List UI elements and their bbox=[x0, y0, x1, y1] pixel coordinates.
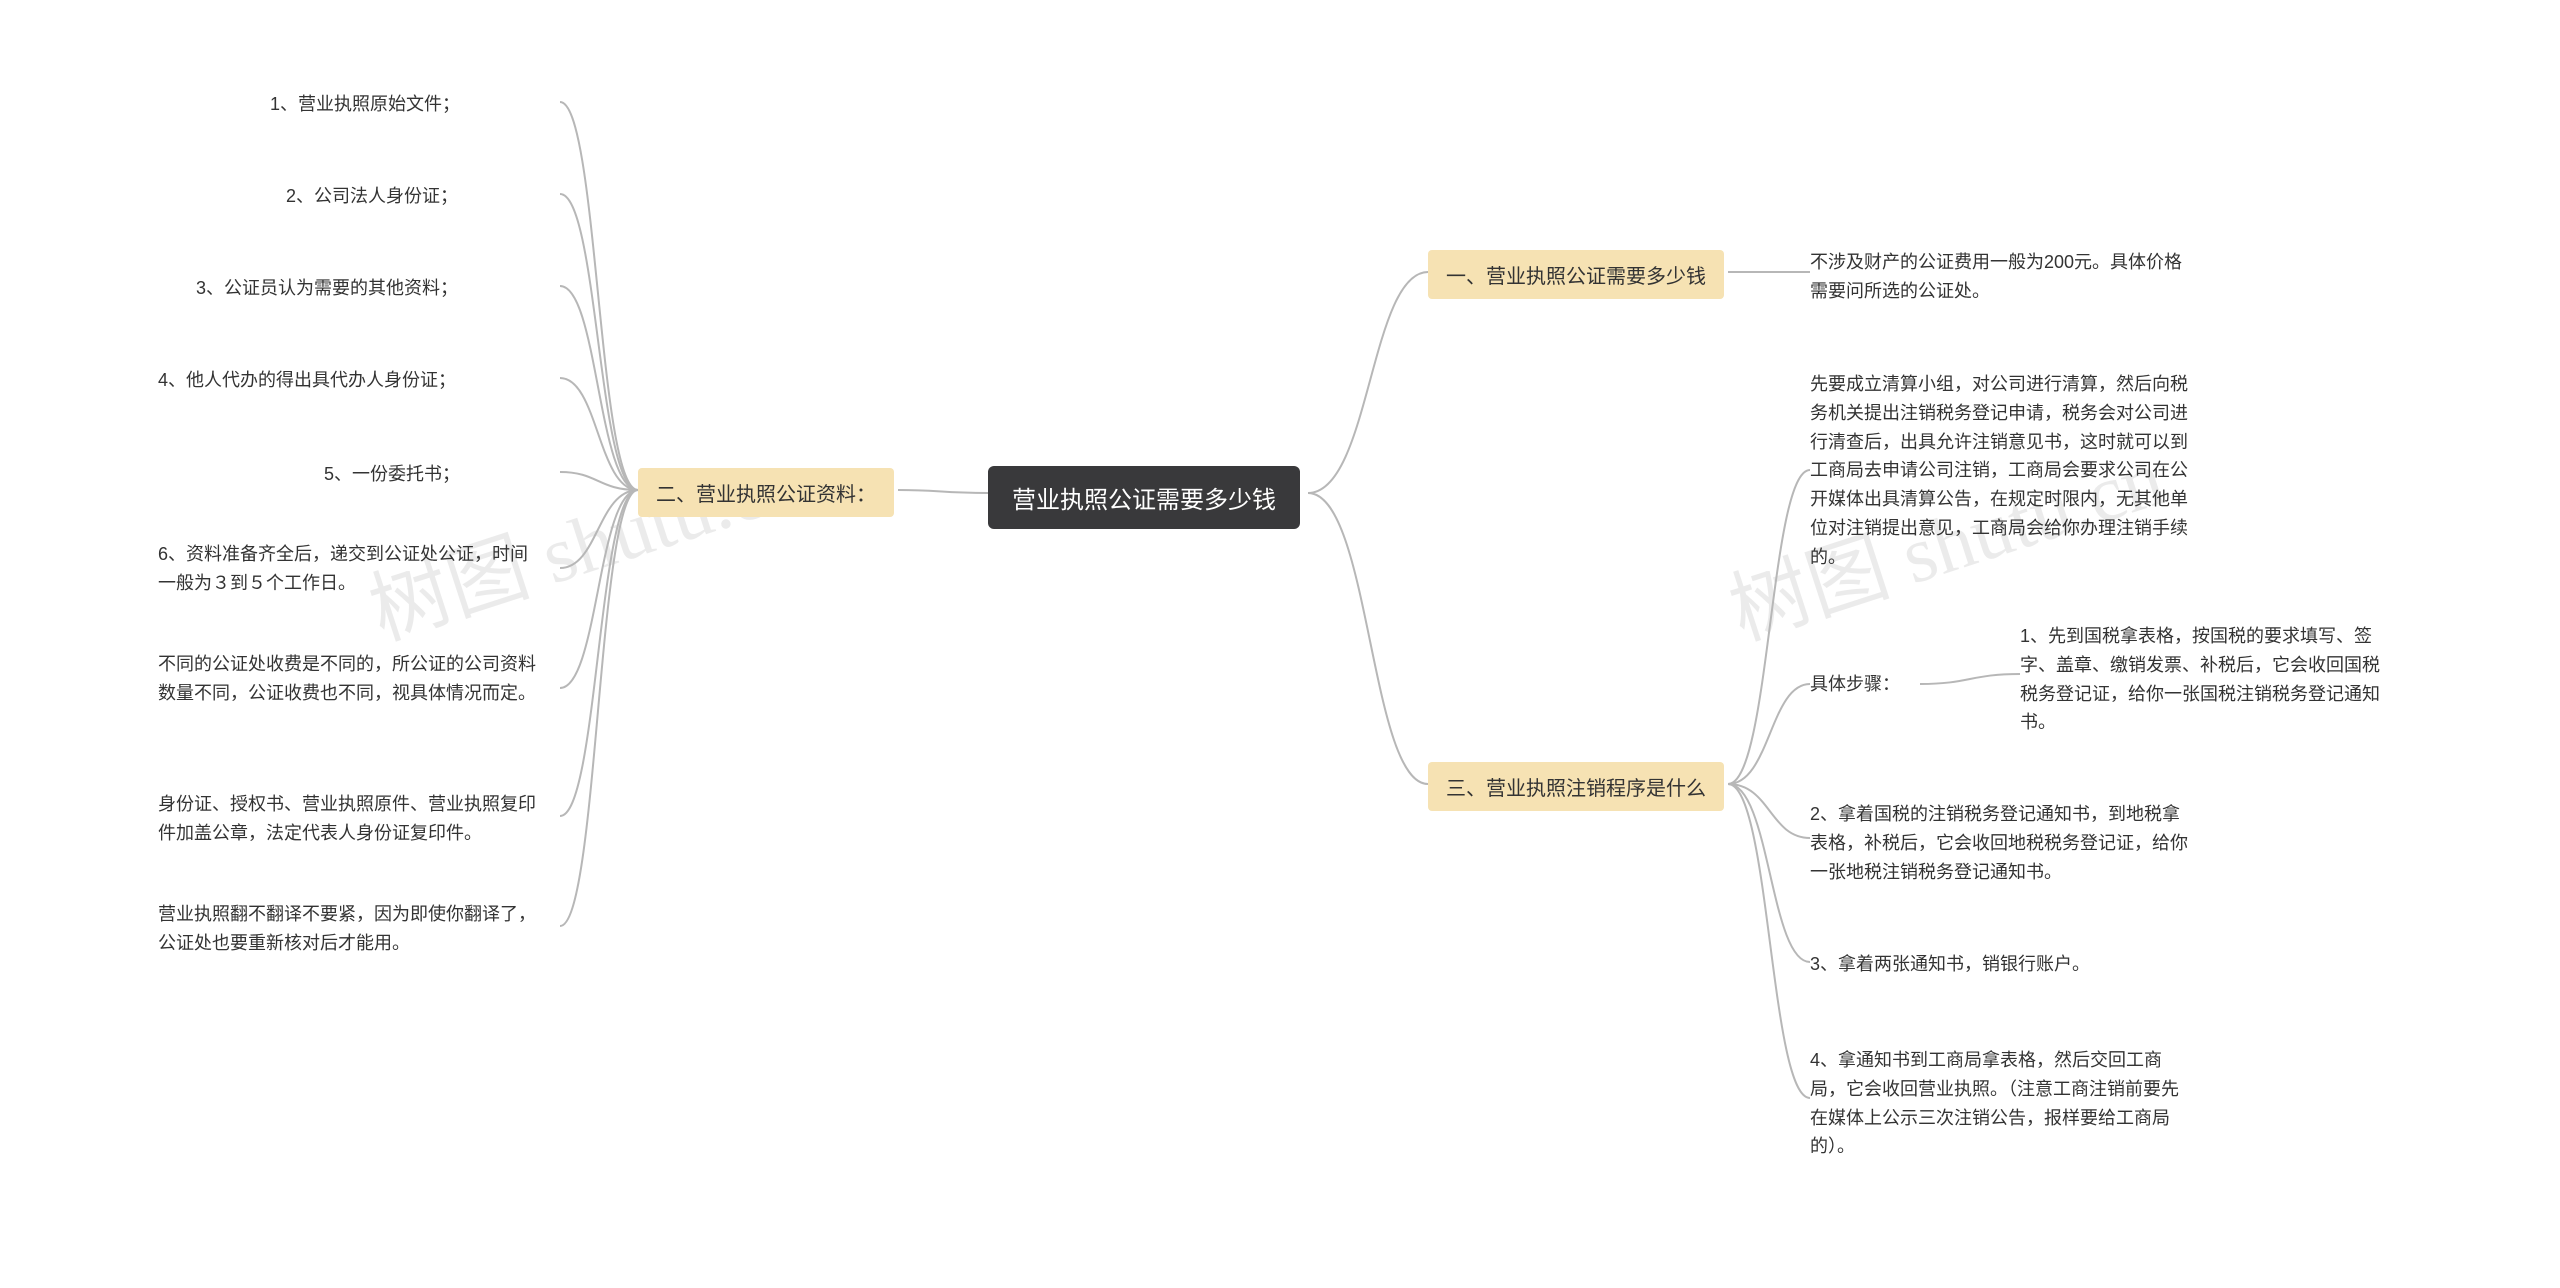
leaf-r3a: 先要成立清算小组，对公司进行清算，然后向税务机关提出注销税务登记申请，税务会对公… bbox=[1810, 370, 2190, 572]
leaf-r3e: 4、拿通知书到工商局拿表格，然后交回工商局，它会收回营业执照。（注意工商注销前要… bbox=[1810, 1046, 2190, 1161]
leaf-l2c: 3、公证员认为需要的其他资料； bbox=[196, 274, 458, 303]
leaf-l2f: 6、资料准备齐全后，递交到公证处公证，时间一般为３到５个工作日。 bbox=[158, 540, 538, 598]
mindmap-root[interactable]: 营业执照公证需要多少钱 bbox=[988, 466, 1300, 529]
leaf-r3b: 具体步骤： bbox=[1810, 670, 1920, 699]
leaf-l2h: 身份证、授权书、营业执照原件、营业执照复印件加盖公章，法定代表人身份证复印件。 bbox=[158, 790, 538, 848]
leaf-l2e: 5、一份委托书； bbox=[324, 460, 460, 489]
leaf-l2a: 1、营业执照原始文件； bbox=[270, 90, 460, 119]
leaf-l2b: 2、公司法人身份证； bbox=[286, 182, 458, 211]
leaf-r3c: 2、拿着国税的注销税务登记通知书，到地税拿表格，补税后，它会收回地税税务登记证，… bbox=[1810, 800, 2190, 886]
branch-section-3[interactable]: 三、营业执照注销程序是什么 bbox=[1428, 762, 1724, 811]
leaf-l2d: 4、他人代办的得出具代办人身份证； bbox=[158, 366, 456, 395]
branch-section-1[interactable]: 一、营业执照公证需要多少钱 bbox=[1428, 250, 1724, 299]
branch-section-2[interactable]: 二、营业执照公证资料： bbox=[638, 468, 894, 517]
watermark-1: 树图 shutu.cn bbox=[353, 413, 816, 662]
leaf-r3d: 3、拿着两张通知书，销银行账户。 bbox=[1810, 950, 2190, 979]
leaf-l2i: 营业执照翻不翻译不要紧，因为即使你翻译了，公证处也要重新核对后才能用。 bbox=[158, 900, 538, 958]
leaf-l2g: 不同的公证处收费是不同的，所公证的公司资料数量不同，公证收费也不同，视具体情况而… bbox=[158, 650, 538, 708]
leaf-r3b1: 1、先到国税拿表格，按国税的要求填写、签字、盖章、缴销发票、补税后，它会收回国税… bbox=[2020, 622, 2380, 737]
leaf-r1a: 不涉及财产的公证费用一般为200元。具体价格需要问所选的公证处。 bbox=[1810, 248, 2190, 306]
